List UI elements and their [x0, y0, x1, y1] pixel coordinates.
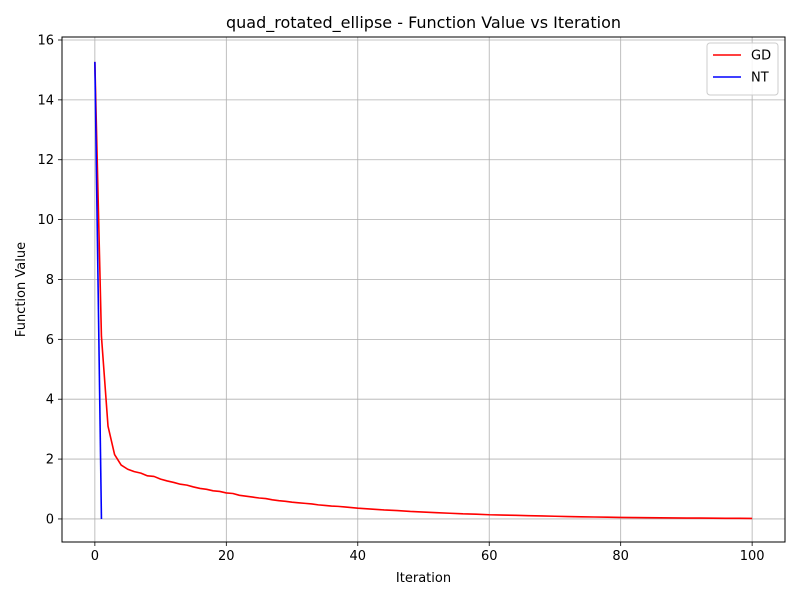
y-tick-label: 0 [46, 512, 54, 527]
y-tick-label: 16 [37, 33, 54, 48]
ticks: 0 20 40 60 80 100 0 2 4 6 8 10 12 14 16 [37, 33, 764, 564]
x-tick-label: 60 [481, 549, 498, 564]
x-axis-label: Iteration [396, 571, 451, 586]
x-tick-label: 100 [740, 549, 765, 564]
x-tick-label: 80 [612, 549, 629, 564]
y-tick-label: 2 [46, 453, 54, 468]
x-tick-label: 20 [218, 549, 235, 564]
y-tick-label: 14 [37, 93, 54, 108]
series-layer [94, 61, 753, 520]
legend-box [706, 42, 779, 96]
y-axis-label: Function Value [14, 242, 29, 337]
y-tick-label: 4 [46, 393, 54, 408]
x-tick-label: 0 [91, 549, 99, 564]
plot-frame [61, 36, 786, 543]
y-tick-label: 10 [37, 213, 54, 228]
series-line-gd [94, 61, 753, 520]
y-tick-label: 12 [37, 153, 54, 168]
legend: GD NT [706, 42, 779, 96]
grid [62, 37, 785, 542]
series-line-nt [94, 61, 103, 519]
y-tick-label: 6 [46, 333, 54, 348]
legend-label-gd: GD [751, 49, 771, 64]
legend-label-nt: NT [751, 71, 769, 86]
x-tick-label: 40 [349, 549, 366, 564]
y-tick-label: 8 [46, 273, 54, 288]
chart-title: quad_rotated_ellipse - Function Value vs… [226, 13, 621, 33]
